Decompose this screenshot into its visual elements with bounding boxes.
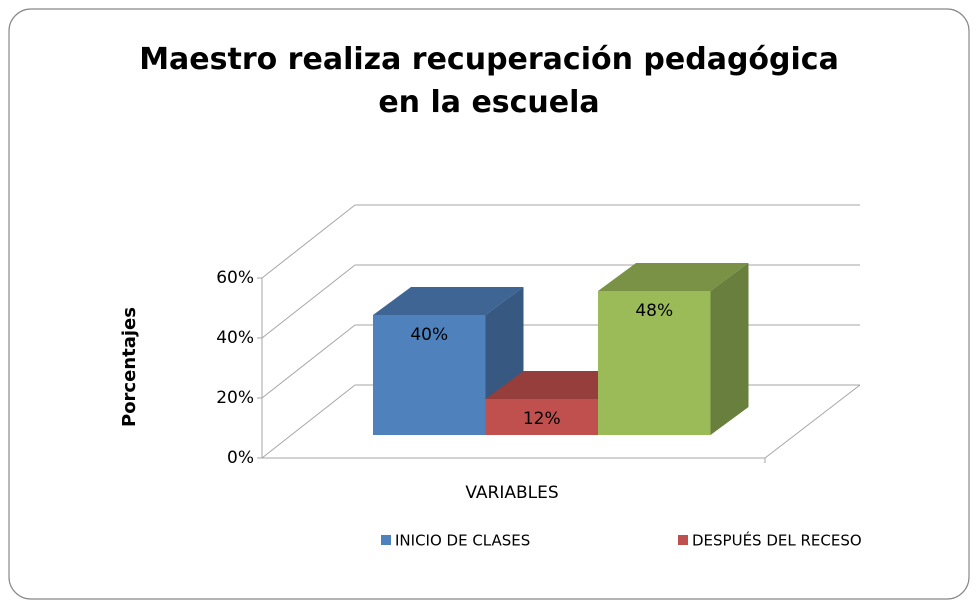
grid-line: [261, 384, 356, 459]
x-axis-label: VARIABLES: [465, 483, 558, 503]
legend-label: INICIO DE CLASES: [395, 532, 530, 550]
data-label: 40%: [410, 325, 448, 345]
legend-swatch: [678, 535, 688, 545]
data-label: 48%: [635, 301, 673, 321]
data-label: 12%: [523, 409, 561, 429]
legend-swatch: [381, 535, 391, 545]
y-tick-label: 60%: [216, 268, 254, 288]
grid-line: [261, 264, 356, 339]
y-axis-label: Porcentajes: [119, 307, 140, 427]
y-tick-label: 40%: [216, 328, 254, 348]
legend-label: DESPUÉS DEL RECESO: [692, 531, 862, 550]
grid-line: [261, 204, 356, 279]
bar-top: [598, 263, 749, 291]
bar: [485, 399, 598, 435]
bar: [373, 315, 486, 435]
floor-line: [764, 384, 861, 459]
bar: [598, 291, 711, 435]
bar-side: [710, 263, 749, 435]
y-tick-label: 0%: [227, 448, 254, 468]
chart-title: Maestro realiza recuperación pedagógica …: [139, 42, 839, 120]
grid-line: [261, 324, 356, 399]
y-tick-label: 20%: [216, 388, 254, 408]
bar-top: [373, 287, 524, 315]
